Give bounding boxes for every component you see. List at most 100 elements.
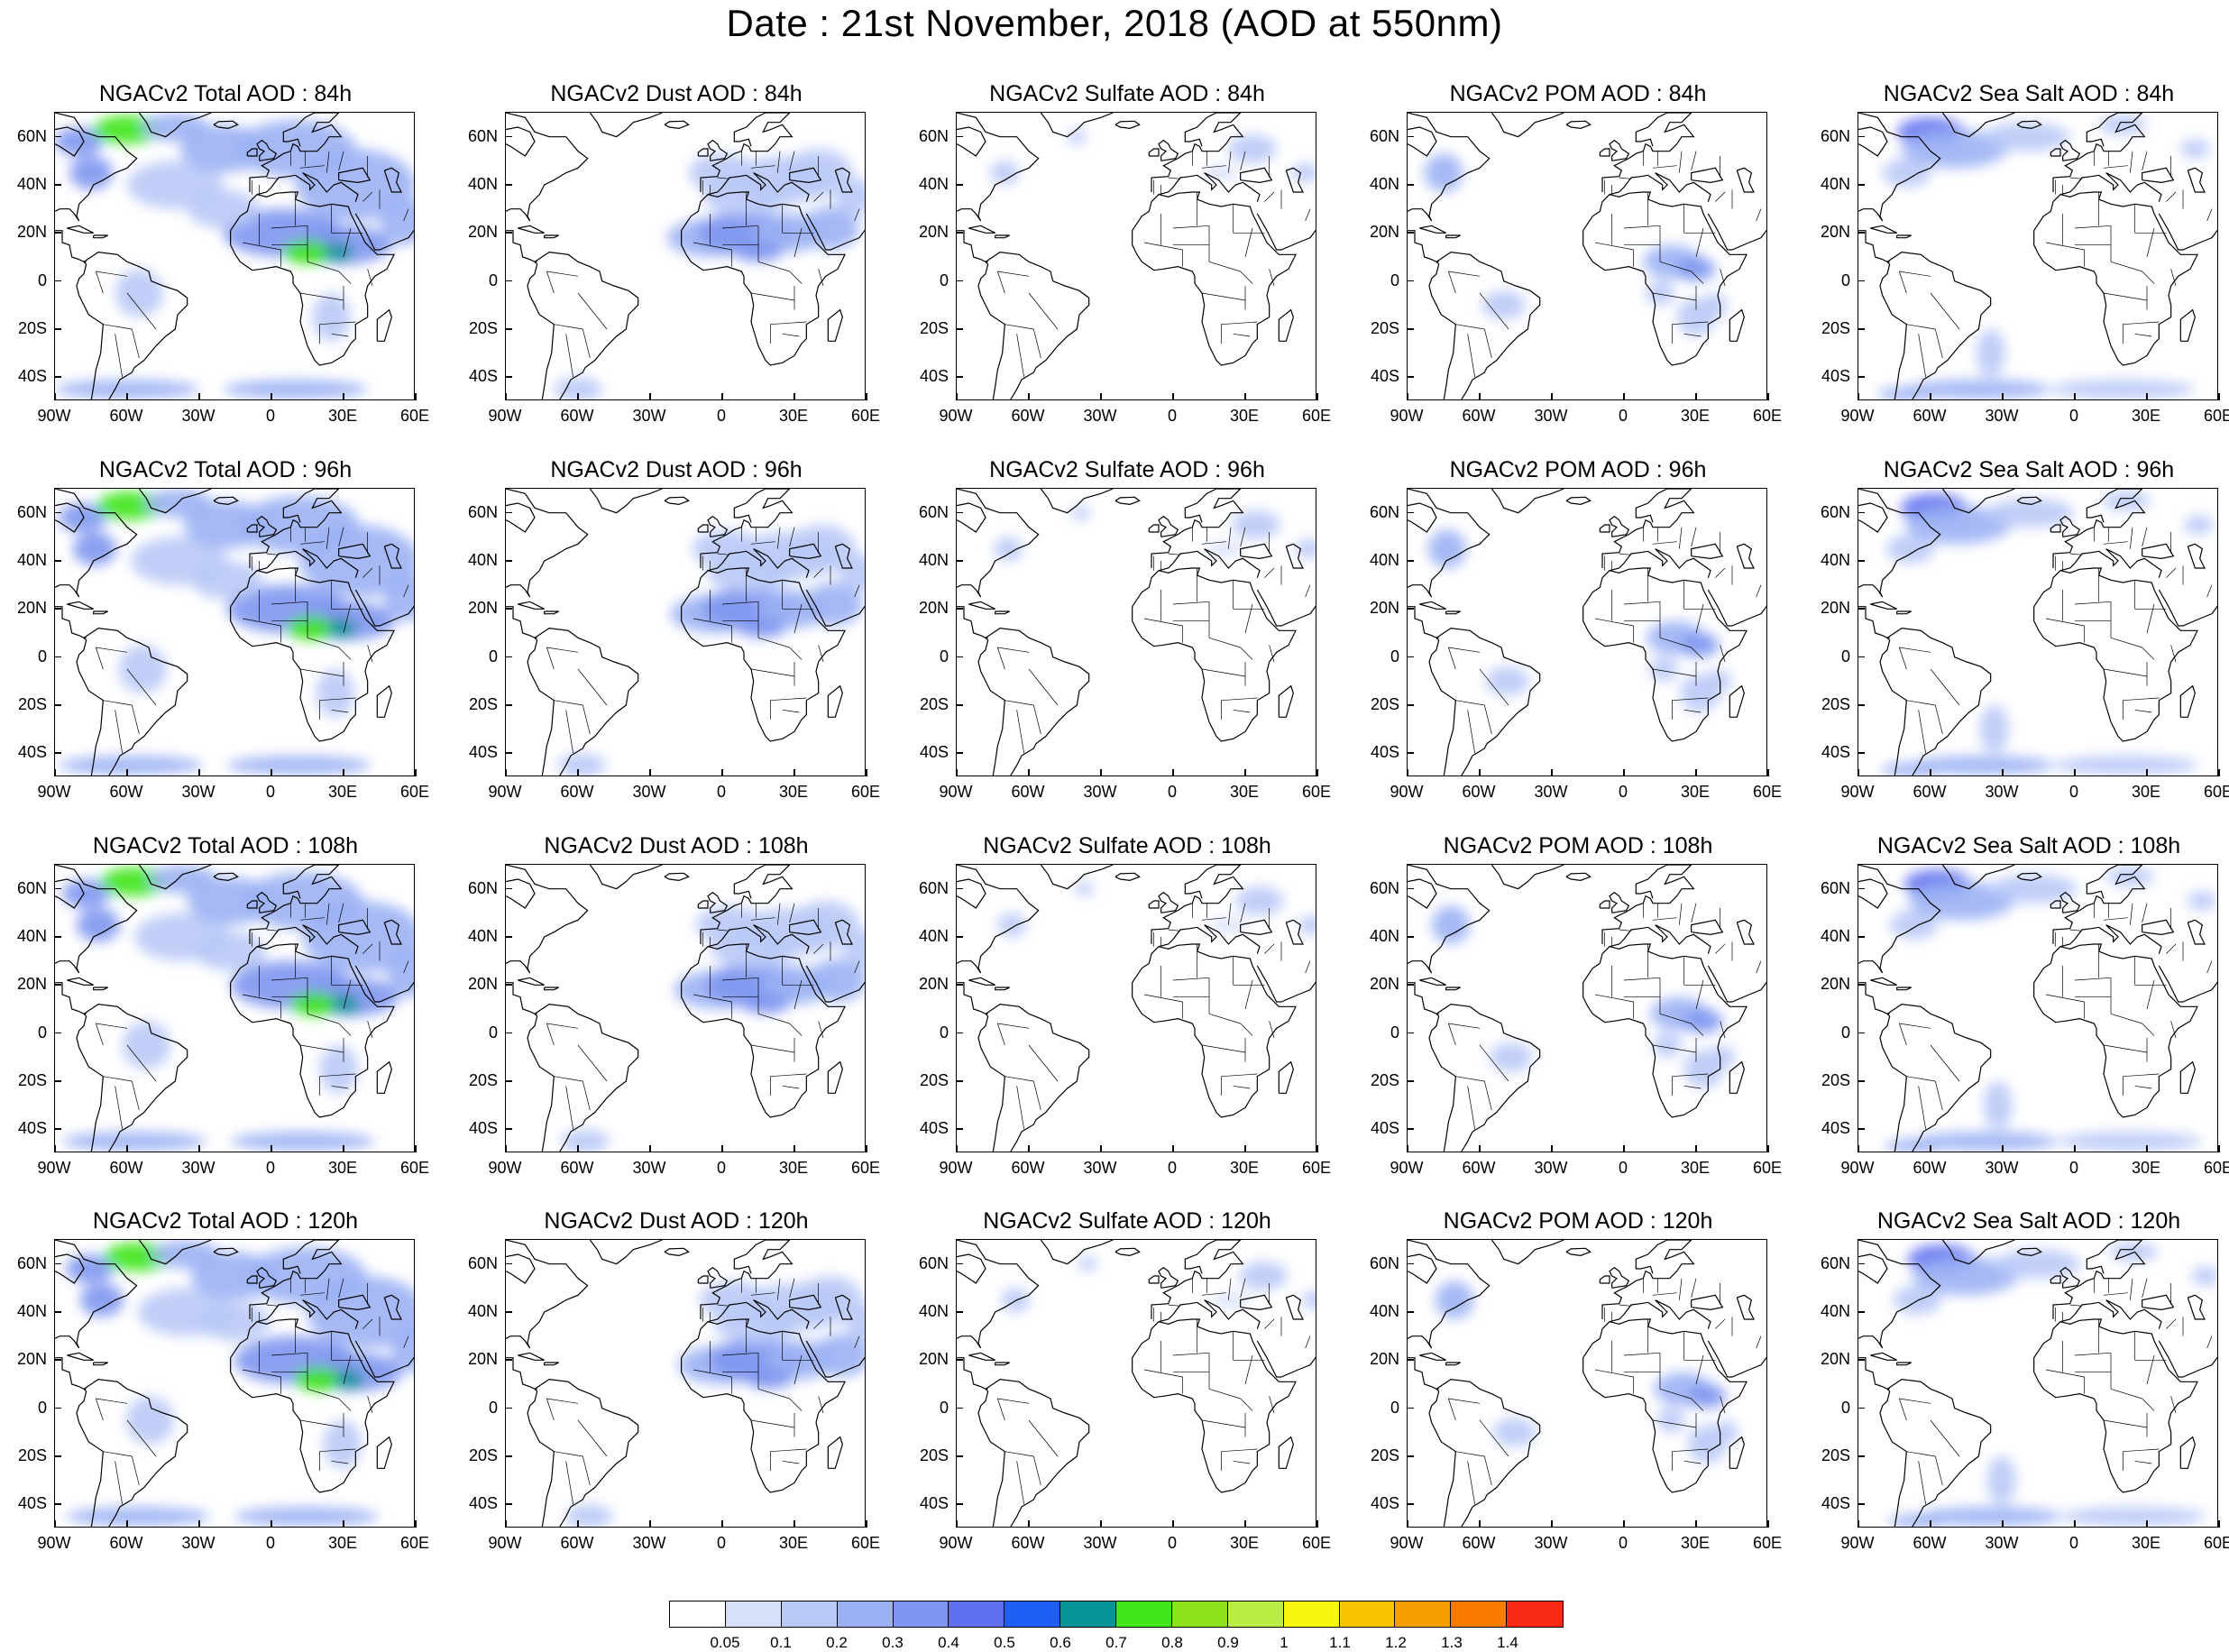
lat-tick bbox=[956, 511, 963, 514]
country-border bbox=[307, 637, 339, 648]
country-border bbox=[770, 1073, 807, 1078]
lon-tick bbox=[577, 393, 579, 400]
country-border bbox=[1934, 328, 1943, 359]
map-panel: NGACv2 Total AOD : 120h 60N 40N 20N 0 20S 40S 9… bbox=[0, 1207, 451, 1585]
country-border bbox=[2103, 541, 2128, 545]
country-border bbox=[1594, 1369, 1634, 1378]
coastline-britain bbox=[1609, 139, 1630, 161]
country-border bbox=[1201, 1419, 1246, 1428]
coastlines bbox=[1408, 865, 1766, 1152]
country-border bbox=[1240, 647, 1253, 660]
lat-tick-label: 0 bbox=[37, 271, 47, 289]
aod-field bbox=[1881, 491, 2214, 776]
coastline-britain bbox=[707, 139, 729, 161]
colorbar-cell bbox=[670, 1602, 726, 1627]
lat-tick bbox=[54, 135, 61, 138]
lat-tick-label: 20S bbox=[1821, 319, 1850, 337]
country-border bbox=[1032, 1080, 1041, 1111]
coastline-britain bbox=[2059, 1266, 2081, 1289]
map-panel: NGACv2 Sea Salt AOD : 84h 60N 40N 20N 0 20S 40… bbox=[1803, 79, 2229, 458]
coastline-mediterranean bbox=[256, 172, 359, 202]
country-border bbox=[2069, 553, 2083, 555]
aod-field bbox=[990, 129, 1316, 185]
lon-tick bbox=[343, 1520, 344, 1528]
country-border bbox=[1172, 1352, 1210, 1356]
coastline-hispaniola bbox=[93, 234, 108, 239]
country-border bbox=[2166, 567, 2177, 578]
country-border bbox=[326, 151, 330, 173]
coastline-hudson bbox=[1858, 878, 1888, 909]
aod-plume bbox=[738, 619, 786, 638]
coastline-southAmerica bbox=[977, 1004, 1090, 1152]
aod-plume bbox=[1979, 705, 2009, 754]
aod-plume bbox=[125, 1396, 174, 1445]
aod-plume bbox=[1885, 534, 1934, 564]
country-border bbox=[1448, 1398, 1481, 1404]
aod-plume bbox=[1905, 505, 2012, 545]
aod-plume bbox=[802, 206, 859, 250]
country-border bbox=[1899, 1398, 1931, 1404]
coastline-britain bbox=[707, 891, 729, 913]
colorbar-cell bbox=[893, 1602, 949, 1627]
lat-tick-label: 40S bbox=[919, 367, 949, 386]
lon-tick-label: 0 bbox=[265, 783, 275, 801]
country-border bbox=[693, 1369, 732, 1378]
coastline-cuba bbox=[67, 977, 94, 986]
lat-tick-label: 20N bbox=[1820, 223, 1850, 242]
coastline-greenland bbox=[1040, 865, 1114, 890]
country-border bbox=[242, 1369, 281, 1378]
lat-tick-label: 20S bbox=[468, 1071, 498, 1089]
coastline-greenland bbox=[589, 1240, 663, 1265]
lat-tick bbox=[956, 1080, 963, 1082]
aod-plume bbox=[1078, 1256, 1097, 1271]
coastline-iceland bbox=[1565, 496, 1591, 505]
lat-tick-label: 60N bbox=[467, 126, 498, 145]
country-border bbox=[1720, 1021, 1726, 1039]
country-border bbox=[546, 1023, 579, 1029]
lon-tick bbox=[1407, 393, 1408, 400]
lon-tick-label: 90W bbox=[1390, 1159, 1424, 1177]
lon-tick bbox=[1623, 1520, 1625, 1528]
lon-tick bbox=[343, 393, 344, 400]
lon-tick-label: 30E bbox=[1229, 407, 1260, 425]
lat-tick bbox=[1407, 887, 1414, 890]
lat-tick bbox=[956, 1503, 963, 1505]
country-border bbox=[299, 1419, 344, 1428]
coastline-madagascar bbox=[376, 308, 392, 342]
coastline-northAmerica bbox=[1408, 865, 1491, 974]
panel-title: NGACv2 Sea Salt AOD : 84h bbox=[1883, 81, 2175, 106]
country-border bbox=[299, 1292, 325, 1296]
coastline-madagascar bbox=[376, 1060, 392, 1094]
lat-tick bbox=[1407, 560, 1414, 562]
country-border bbox=[782, 1085, 800, 1089]
coastline-centralAm bbox=[1858, 982, 1890, 1014]
lon-tick bbox=[793, 1520, 795, 1528]
country-border bbox=[813, 943, 824, 954]
country-border bbox=[1004, 324, 1034, 330]
lon-tick-label: 0 bbox=[1618, 783, 1628, 801]
coastline-britain bbox=[256, 515, 278, 537]
aod-map bbox=[1408, 113, 1766, 399]
country-border bbox=[2142, 647, 2155, 660]
country-border bbox=[367, 1396, 373, 1414]
lon-tick bbox=[1316, 1145, 1318, 1152]
country-border bbox=[2129, 151, 2133, 173]
aod-field bbox=[62, 865, 414, 1152]
colorbar-label: 0.1 bbox=[770, 1634, 792, 1651]
country-border bbox=[1168, 929, 1181, 932]
aod-plume bbox=[1676, 257, 1716, 281]
coastline-blacksea bbox=[789, 543, 822, 559]
lon-tick bbox=[1479, 393, 1481, 400]
coastline-hispaniola bbox=[93, 987, 108, 991]
lat-tick bbox=[505, 1359, 512, 1361]
lat-tick-label: 20S bbox=[17, 1071, 47, 1089]
country-border bbox=[1918, 1086, 1927, 1130]
coastline-cuba bbox=[518, 225, 545, 234]
country-border bbox=[2103, 668, 2148, 677]
country-border bbox=[1143, 1369, 1183, 1378]
coastline-southAmerica bbox=[527, 252, 639, 399]
lat-tick-label: 20N bbox=[467, 223, 498, 242]
country-border bbox=[242, 618, 281, 627]
lon-tick bbox=[1551, 1520, 1553, 1528]
country-border bbox=[1201, 541, 1226, 545]
